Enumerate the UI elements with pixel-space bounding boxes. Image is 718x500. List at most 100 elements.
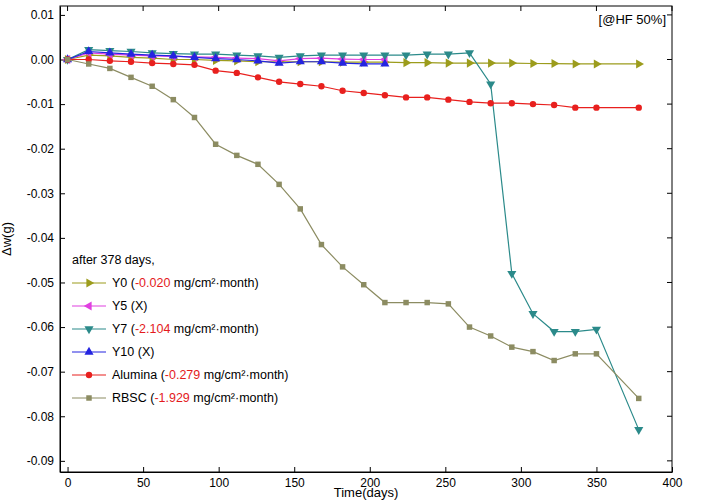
- series-marker: [126, 49, 135, 57]
- y-tick-mark: [60, 327, 65, 328]
- series-marker: [148, 50, 157, 58]
- y-tick: -0.01: [27, 97, 65, 111]
- y-tick-mark-right: [667, 14, 672, 15]
- legend-unit: mg/cm²·month: [170, 276, 254, 290]
- x-tick-label: 100: [209, 476, 229, 490]
- legend-bracket: ): [150, 345, 154, 359]
- series-marker: [105, 48, 114, 56]
- y-tick: 0.00: [31, 53, 65, 67]
- series-marker: [361, 90, 367, 96]
- x-tick: 0: [65, 467, 72, 490]
- x-tick-label: 400: [662, 476, 682, 490]
- x-tick-mark: [521, 467, 522, 472]
- series-marker: [380, 59, 389, 67]
- series-marker: [530, 349, 535, 354]
- series-marker: [276, 79, 282, 85]
- legend-unit: mg/cm²·month: [190, 391, 274, 405]
- x-tick-mark-top: [143, 6, 144, 11]
- legend-swatch-marker: [84, 347, 93, 355]
- series-marker: [86, 61, 91, 66]
- series-marker: [191, 62, 197, 68]
- y-tick-label: -0.06: [27, 320, 55, 334]
- legend-name: RBSC: [112, 391, 150, 405]
- legend-bracket: ): [254, 322, 258, 336]
- x-tick-mark: [143, 467, 144, 472]
- series-marker: [571, 329, 580, 337]
- y-tick-mark-right: [667, 59, 672, 60]
- series-marker: [338, 58, 347, 66]
- series-marker: [65, 57, 70, 62]
- y-tick-mark-right: [667, 193, 672, 194]
- x-tick-mark-top: [67, 6, 68, 11]
- series-marker: [169, 51, 178, 59]
- x-tick-mark: [68, 467, 69, 472]
- x-tick-mark-top: [294, 6, 295, 11]
- series-marker: [234, 153, 239, 158]
- series-marker: [636, 396, 641, 401]
- x-axis-line: [61, 472, 673, 473]
- x-tick-label: 150: [285, 476, 305, 490]
- series-marker: [572, 104, 578, 110]
- y-tick-mark: [60, 149, 65, 150]
- x-tick-label: 0: [65, 476, 72, 490]
- legend-rate: -0.279: [165, 368, 200, 382]
- series-marker: [128, 59, 134, 65]
- series-marker: [192, 115, 197, 120]
- series-line: [68, 60, 639, 108]
- legend-bracket: ): [254, 276, 258, 290]
- series-marker: [424, 94, 430, 100]
- series-marker: [486, 81, 495, 89]
- series-marker: [467, 324, 472, 329]
- y-tick: -0.02: [27, 142, 65, 156]
- series-marker: [423, 52, 432, 60]
- series-marker: [528, 311, 537, 319]
- y-tick-label: -0.04: [27, 231, 55, 245]
- legend-swatch-marker: [86, 372, 92, 378]
- series-marker: [636, 59, 644, 68]
- series-marker: [255, 74, 261, 80]
- y-tick-label: 0.01: [31, 8, 55, 22]
- series-marker: [105, 48, 114, 56]
- legend-name: Y0: [112, 276, 131, 290]
- series-marker: [551, 358, 556, 363]
- series-marker: [317, 56, 326, 64]
- y-tick-mark-right: [667, 282, 672, 283]
- series-marker: [255, 162, 260, 167]
- annotation: [@HF 50%]: [599, 12, 666, 27]
- y-tick-label: -0.09: [27, 454, 55, 468]
- series-line: [68, 50, 639, 430]
- series-marker: [171, 97, 176, 102]
- series-marker: [382, 92, 388, 98]
- x-axis-title: Time(days): [334, 485, 399, 500]
- series-marker: [128, 75, 133, 80]
- series-marker: [212, 67, 218, 73]
- series-marker: [232, 54, 241, 62]
- y-tick: -0.03: [27, 187, 65, 201]
- y-tick-mark: [60, 416, 65, 417]
- x-tick: 300: [511, 467, 531, 490]
- series-marker: [190, 52, 199, 60]
- legend-bracket: ): [274, 391, 278, 405]
- legend-label: Alumina (-0.279 mg/cm²·month): [112, 368, 288, 382]
- legend-item: Y5 (X): [72, 299, 147, 313]
- x-tick: 150: [285, 467, 305, 490]
- series-marker: [550, 329, 559, 337]
- series-marker: [359, 59, 368, 67]
- series-marker: [634, 427, 643, 435]
- legend-label: RBSC (-1.929 mg/cm²·month): [112, 391, 278, 405]
- legend-rate: -1.929: [154, 391, 189, 405]
- y-axis-title: Δw(g): [0, 222, 14, 256]
- legend: after 378 days,Y0 (-0.020 mg/cm²·month)Y…: [72, 253, 288, 405]
- y-tick-mark: [60, 282, 65, 283]
- series-marker: [509, 344, 514, 349]
- legend-bracket: ): [284, 368, 288, 382]
- x-tick-mark-top: [596, 6, 597, 11]
- series-marker: [445, 96, 451, 102]
- legend-name: Y5: [112, 299, 131, 313]
- y-tick-mark-right: [667, 237, 672, 238]
- x-tick-mark-top: [369, 6, 370, 11]
- series-marker: [487, 100, 493, 106]
- legend-label: Y10 (X): [112, 345, 154, 359]
- series-marker: [446, 59, 454, 68]
- y-tick-mark-right: [667, 104, 672, 105]
